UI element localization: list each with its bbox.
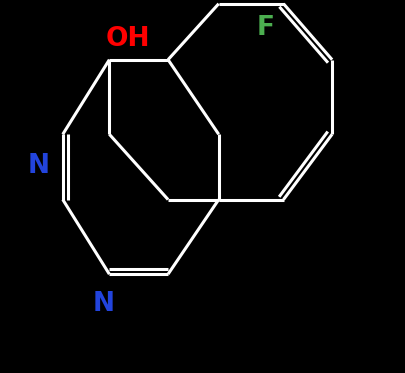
Text: OH: OH <box>105 26 150 52</box>
Text: N: N <box>92 291 114 317</box>
Text: F: F <box>256 15 274 41</box>
Text: N: N <box>28 153 49 179</box>
